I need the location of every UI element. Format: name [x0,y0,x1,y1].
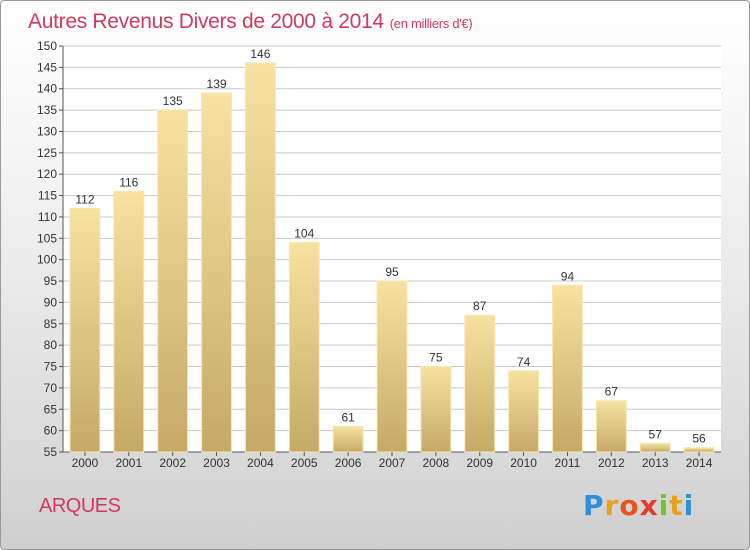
x-tick-label-2002: 2002 [159,456,186,470]
y-tick-label: 120 [37,167,57,181]
data-label-2005: 104 [294,227,314,241]
y-tick-label: 95 [44,274,58,288]
x-tick-label-2005: 2005 [291,456,318,470]
data-label-2010: 74 [517,355,531,369]
x-tick-label-2003: 2003 [203,456,230,470]
plot-area: 55 60 65 70 75 80 85 90 95 100 105 110 115 120 125 130 1… [37,39,721,470]
y-tick-label: 110 [38,210,57,224]
x-tick-label-2007: 2007 [379,456,406,470]
data-label-2008: 75 [429,351,443,365]
bar-2005 [288,242,320,453]
bar-2003 [201,92,232,453]
bar-2014 [683,447,715,453]
proxiti-logo: Proxiti [583,489,694,522]
bar-2000 [69,207,101,453]
y-tick-label: 105 [37,231,57,245]
data-label-2004: 146 [250,47,270,61]
chart-title: Autres Revenus Divers de 2000 à 2014 (en … [28,10,473,34]
x-tick-label-2004: 2004 [247,456,274,470]
bar-2006 [332,425,364,453]
logo-letter: r [604,489,620,522]
y-tick-label: 55 [44,445,58,459]
x-tick-label-2014: 2014 [686,456,713,470]
logo-letter: t [669,489,684,522]
y-tick-label: 65 [44,402,58,416]
y-tick-label: 130 [37,124,57,138]
y-tick-label: 80 [44,338,58,352]
logo-letter: o [619,489,640,522]
x-tick-label-2012: 2012 [598,456,625,470]
y-tick-label: 140 [37,82,57,96]
x-tick-label-2006: 2006 [335,456,362,470]
y-tick-label: 100 [37,253,57,267]
bar-2008 [420,366,452,453]
bar-2010 [508,370,540,453]
bar-2002 [157,109,189,453]
y-tick-label: 90 [44,295,58,309]
bar-2012 [595,400,627,453]
data-label-2009: 87 [473,299,487,313]
x-tick-label-2010: 2010 [510,456,537,470]
data-label-2002: 135 [163,94,183,108]
y-tick-label: 85 [44,317,58,331]
chart-title-unit: (en milliers d'€) [389,16,473,31]
data-label-2012: 67 [605,385,619,399]
data-label-2001: 116 [119,175,138,189]
y-tick-label: 150 [37,39,57,53]
data-label-2014: 56 [692,432,706,446]
y-tick-label: 115 [38,189,57,203]
y-tick-label: 125 [37,146,57,160]
x-tick-label-2011: 2011 [555,456,581,470]
bar-2001 [113,190,145,453]
y-tick-label: 145 [37,60,57,74]
logo-letter: i [658,489,670,522]
y-tick-label: 70 [44,381,58,395]
data-label-2007: 95 [385,265,399,279]
x-tick-label-2000: 2000 [72,456,99,470]
bar-2009 [464,314,496,453]
logo-letter: i [683,489,695,522]
y-tick-label: 60 [44,424,58,438]
bar-2004 [244,62,276,453]
y-tick-label: 135 [37,103,57,117]
location-name: ARQUES [39,495,121,517]
x-tick-label-2008: 2008 [423,456,450,470]
logo-letter: P [583,489,605,522]
data-label-2000: 112 [75,192,94,206]
chart-title-text: Autres Revenus Divers de 2000 à 2014 [28,10,384,33]
data-label-2003: 139 [207,77,227,91]
bar-2011 [552,284,583,453]
bar-2007 [376,280,408,453]
logo-letter: x [639,489,659,522]
data-label-2013: 57 [649,427,663,441]
bar-2013 [639,442,671,453]
x-tick-label-2009: 2009 [466,456,493,470]
data-label-2011: 94 [561,269,575,283]
x-tick-label-2013: 2013 [642,456,669,470]
y-tick-label: 75 [44,360,58,374]
data-label-2006: 61 [341,410,355,424]
x-tick-label-2001: 2001 [115,456,142,470]
